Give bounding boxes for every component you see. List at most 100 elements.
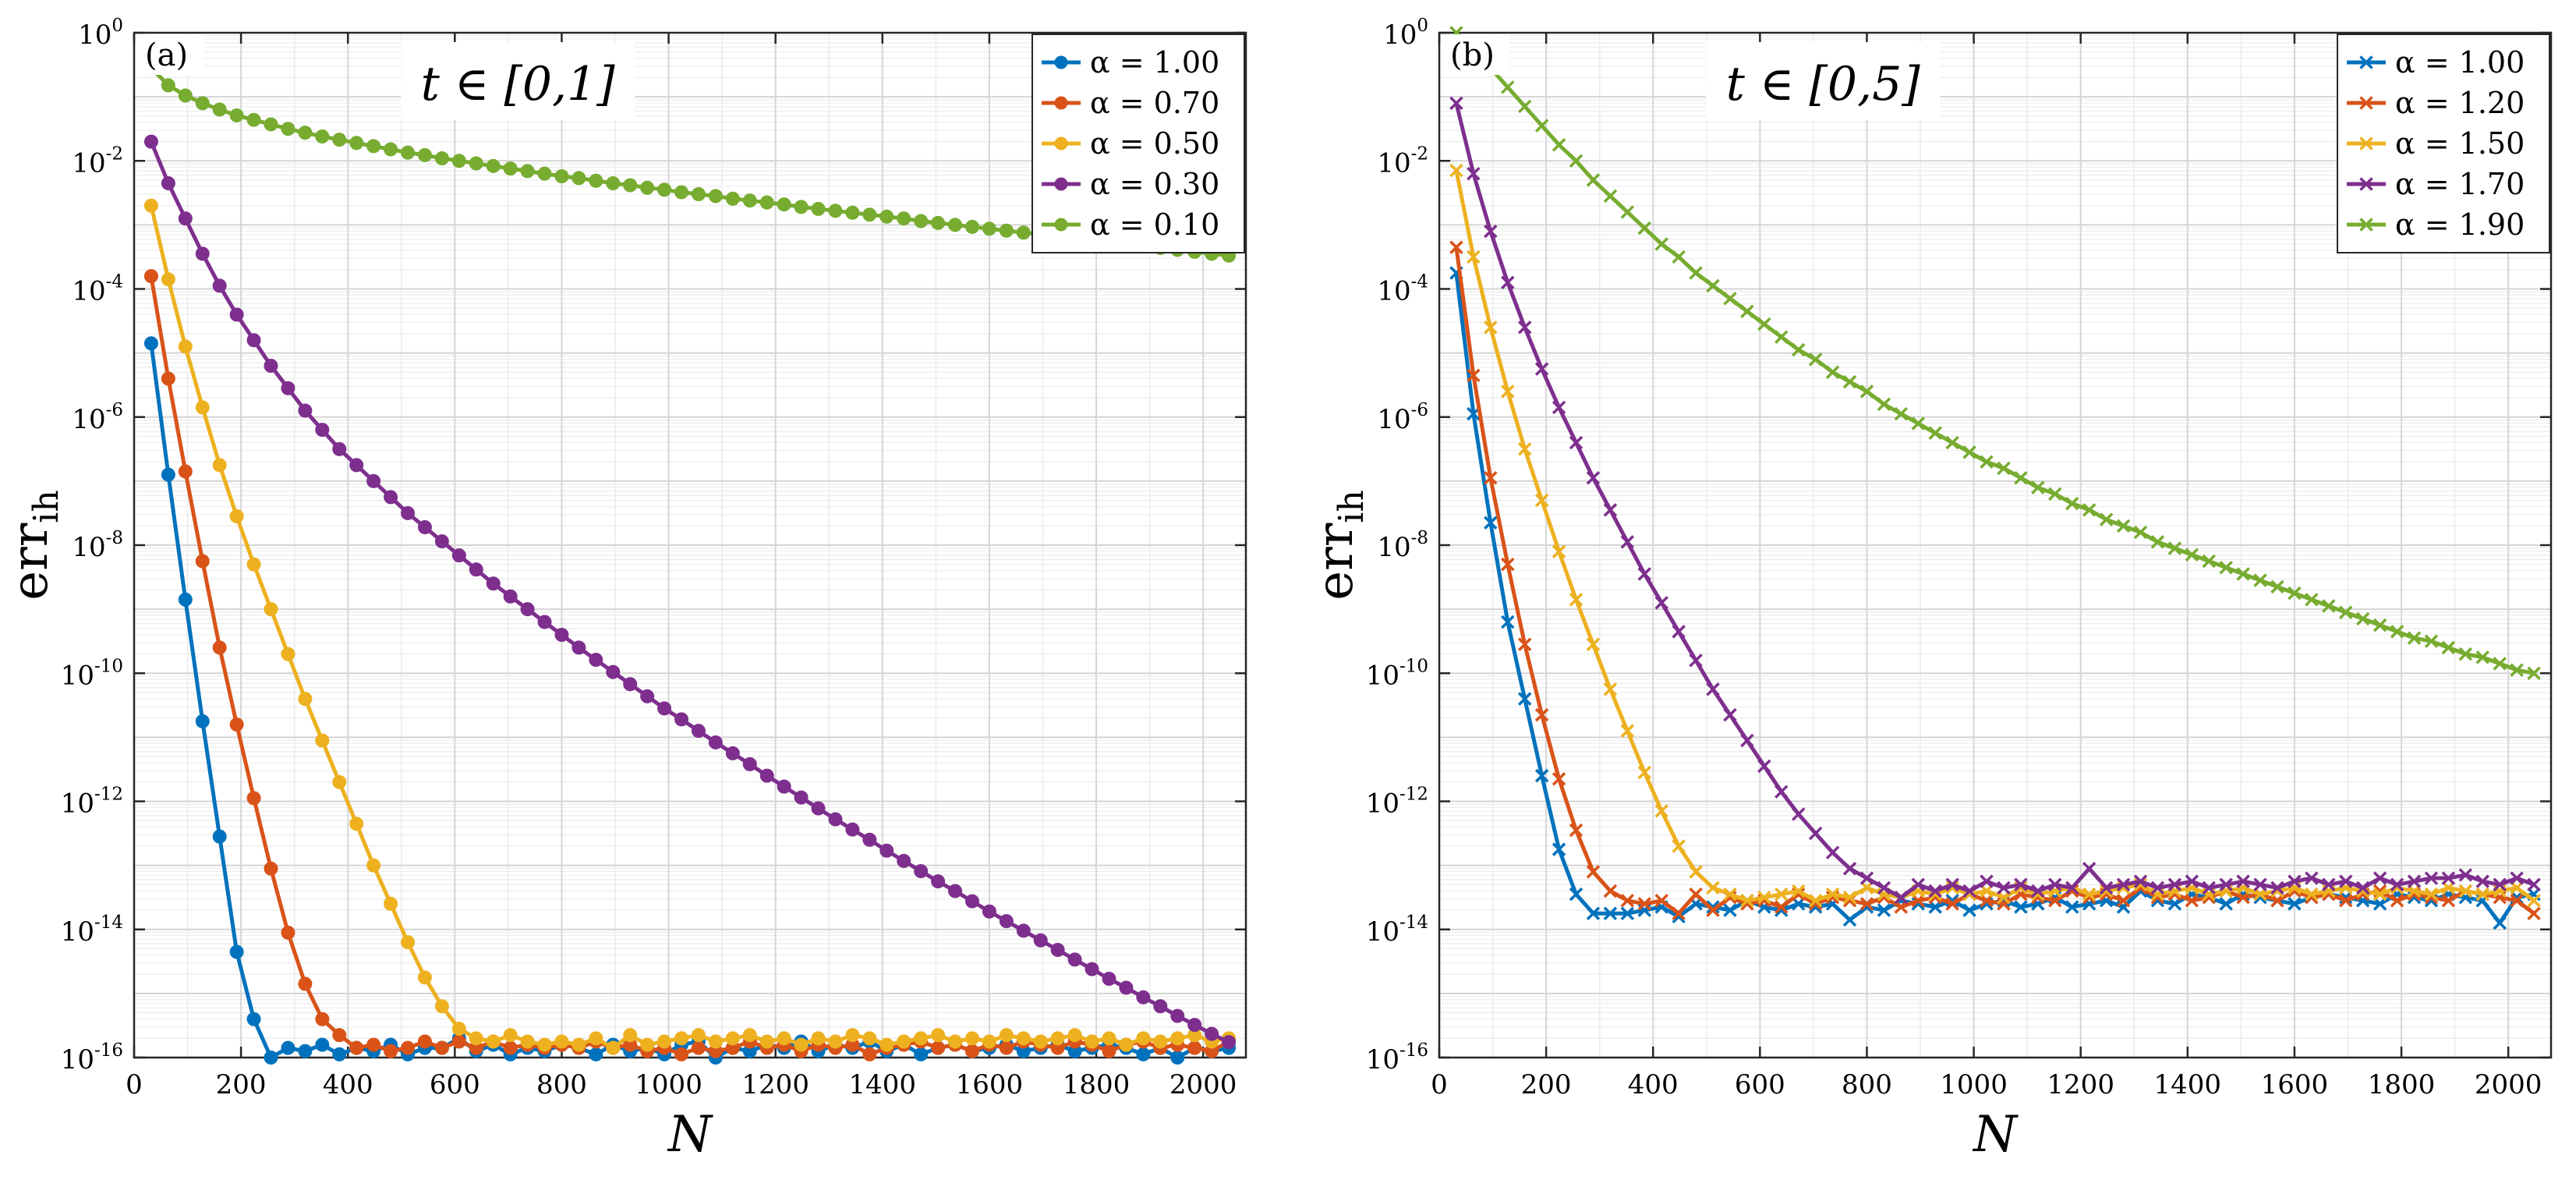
data-point: [862, 832, 877, 847]
data-point: [1825, 845, 1840, 859]
data-point: [811, 201, 826, 216]
data-point: [366, 473, 381, 488]
data-point: [1016, 1031, 1031, 1046]
data-point: [1170, 1051, 1185, 1065]
data-point: [2527, 877, 2541, 891]
x-tick-label: 200: [216, 1069, 267, 1100]
data-point: [2167, 541, 2182, 555]
data-point: [486, 158, 501, 173]
data-point-stroke: [1637, 567, 1651, 581]
data-point-stroke: [1928, 426, 1942, 441]
data-point: [948, 218, 963, 232]
data-point: [1945, 881, 1959, 895]
data-point-stroke: [2065, 884, 2079, 898]
data-point: [589, 1031, 603, 1046]
data-point: [1603, 503, 1618, 517]
data-point: [691, 1040, 706, 1055]
data-point-stroke: [1620, 724, 1635, 738]
legend-label: α = 1.20: [2395, 86, 2525, 120]
data-point: [1894, 890, 1909, 905]
data-point: [1050, 943, 1065, 958]
data-point: [2458, 647, 2473, 661]
data-point: [1136, 1031, 1151, 1046]
data-point-stroke: [2185, 547, 2199, 562]
data-point: [2116, 894, 2131, 908]
data-point: [384, 896, 398, 911]
data-point: [1603, 906, 1618, 920]
data-point-stroke: [2458, 884, 2473, 898]
y-tick-label: 100: [78, 16, 123, 51]
data-point: [366, 1037, 381, 1052]
data-point-stroke: [2065, 881, 2079, 895]
data-point: [2390, 625, 2404, 639]
legend-item: α = 1.00: [2347, 45, 2525, 80]
data-point: [931, 215, 946, 230]
data-point-stroke: [1808, 826, 1823, 841]
data-point: [2133, 874, 2148, 888]
legend-item: α = 1.90: [2347, 207, 2525, 242]
data-point-stroke: [1586, 471, 1601, 485]
data-point: [469, 156, 483, 171]
data-point: [2355, 611, 2370, 626]
data-point: [2167, 877, 2182, 891]
data-point-stroke: [1859, 871, 1874, 885]
data-point: [1962, 445, 1976, 459]
legend-item: α = 1.70: [2347, 167, 2525, 201]
data-point-stroke: [1945, 435, 1959, 450]
y-tick-label: 10-16: [61, 1040, 123, 1075]
data-point-stroke: [1791, 884, 1806, 898]
data-point: [315, 129, 330, 144]
data-point-stroke: [1654, 596, 1668, 610]
data-point: [862, 207, 877, 222]
data-point: [2390, 877, 2404, 891]
data-point: [2527, 894, 2541, 908]
data-point: [897, 1034, 911, 1049]
data-point: [811, 1031, 826, 1046]
data-point: [708, 189, 723, 204]
x-axis-label: N: [1972, 1106, 2019, 1164]
data-point: [1945, 894, 1959, 908]
data-point: [1569, 823, 1583, 838]
data-point: [332, 441, 347, 456]
data-point-stroke: [1672, 839, 1686, 853]
data-point: [2527, 666, 2541, 680]
data-point: [2373, 887, 2387, 902]
data-point: [1672, 625, 1686, 639]
data-point: [212, 278, 227, 293]
data-point: [691, 724, 706, 739]
data-point-stroke: [1706, 903, 1720, 917]
data-point: [1153, 1034, 1168, 1049]
data-point-stroke: [1449, 240, 1463, 254]
data-point: [1467, 250, 1481, 264]
data-point: [332, 1047, 347, 1061]
data-point-stroke: [1842, 861, 1857, 876]
x-tick-label: 0: [1431, 1069, 1448, 1100]
data-point: [2219, 897, 2233, 911]
data-point: [195, 400, 210, 415]
data-point-stroke: [2219, 561, 2233, 575]
data-point: [1050, 1031, 1065, 1046]
data-point-stroke: [1706, 900, 1720, 914]
data-point-stroke: [1775, 900, 1789, 914]
data-point-stroke: [1877, 903, 1891, 917]
data-point: [845, 1028, 860, 1043]
data-point: [1945, 897, 1959, 911]
data-point: [2305, 871, 2319, 885]
data-point: [1569, 435, 1583, 450]
data-point-stroke: [2236, 874, 2250, 888]
data-point: [571, 171, 586, 186]
data-point: [366, 858, 381, 873]
data-point: [503, 589, 518, 604]
series-5: [1449, 26, 2541, 680]
data-point-stroke: [1484, 516, 1498, 530]
data-point: [178, 592, 193, 607]
data-point: [999, 1040, 1014, 1055]
data-point-stroke: [1911, 877, 1926, 891]
data-point: [1586, 173, 1601, 187]
data-point: [143, 269, 158, 284]
data-point-stroke: [1945, 894, 1959, 908]
data-point: [229, 307, 244, 322]
data-point: [554, 1034, 569, 1049]
x-tick-label: 1400: [849, 1069, 917, 1100]
data-point: [571, 1037, 586, 1052]
